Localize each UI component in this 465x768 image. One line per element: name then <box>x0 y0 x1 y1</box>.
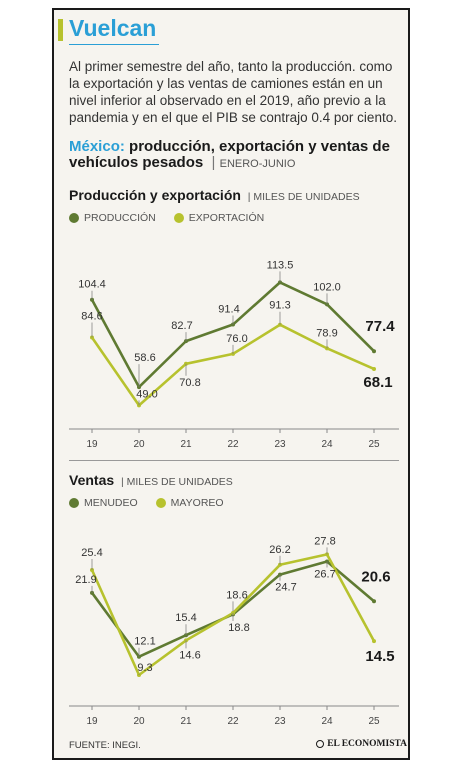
title-underline <box>69 44 159 45</box>
legend-label: PRODUCCIÓN <box>84 212 156 224</box>
data-label: 15.4 <box>175 612 196 624</box>
brand-icon <box>316 740 325 748</box>
data-label: 26.2 <box>269 544 290 556</box>
intro-text: Al primer semestre del año, tanto la pro… <box>69 59 397 125</box>
section-title-production: Producción y exportación | MILES DE UNID… <box>69 187 360 203</box>
data-label: 20.6 <box>361 568 390 585</box>
legend-item-export: EXPORTACIÓN <box>173 212 265 224</box>
page-title: Vuelcan <box>69 15 157 41</box>
data-label: 21.9 <box>75 574 96 586</box>
data-point <box>325 302 329 307</box>
legend-sales: MENUDEO MAYOREO <box>69 497 242 509</box>
data-label: 78.9 <box>316 327 337 339</box>
x-tick-label: 20 <box>133 716 145 727</box>
x-tick-label: 20 <box>133 439 145 450</box>
data-label: 102.0 <box>313 281 341 293</box>
data-label: 14.6 <box>179 649 200 661</box>
section-unit: MILES DE UNIDADES <box>253 191 360 203</box>
data-point <box>372 639 376 644</box>
legend-label: MENUDEO <box>84 497 138 509</box>
data-label: 70.8 <box>179 377 200 389</box>
data-point <box>90 590 94 595</box>
subtitle-separator: | <box>207 154 220 171</box>
section-title-text: Ventas <box>69 472 115 488</box>
data-label: 12.1 <box>134 636 155 648</box>
data-label: 77.4 <box>365 318 395 335</box>
data-point <box>231 611 235 616</box>
data-point <box>278 572 282 577</box>
legend-item-wholesale: MAYOREO <box>155 497 224 509</box>
data-point <box>372 349 376 354</box>
data-point <box>278 280 282 285</box>
section-unit-separator: | <box>118 476 127 488</box>
data-point <box>137 403 141 408</box>
data-label: 82.7 <box>171 320 192 332</box>
data-label: 76.0 <box>226 333 247 345</box>
section-title-sales: Ventas | MILES DE UNIDADES <box>69 472 233 488</box>
x-tick-label: 25 <box>368 716 380 727</box>
data-label: 25.4 <box>81 547 102 559</box>
data-label: 49.0 <box>136 388 157 400</box>
data-label: 91.4 <box>218 304 239 316</box>
data-label: 58.6 <box>134 352 155 364</box>
legend-dot-dark <box>69 498 79 508</box>
data-label: 14.5 <box>365 648 394 665</box>
infographic-frame <box>52 8 410 760</box>
data-point <box>325 559 329 564</box>
data-label: 104.4 <box>78 279 106 291</box>
data-label: 24.7 <box>275 582 296 594</box>
legend-production: PRODUCCIÓN EXPORTACIÓN <box>69 212 282 224</box>
section-divider <box>69 460 399 461</box>
data-point <box>184 633 188 638</box>
legend-label: EXPORTACIÓN <box>188 212 265 224</box>
data-point <box>325 552 329 557</box>
data-label: 9.3 <box>137 662 152 674</box>
x-tick-label: 22 <box>227 716 239 727</box>
data-label: 26.7 <box>314 569 335 581</box>
brand-logo: EL ECONOMISTA <box>316 739 407 749</box>
data-point <box>372 366 376 371</box>
x-tick-label: 21 <box>180 439 192 450</box>
data-label: 68.1 <box>363 374 392 391</box>
legend-dot-dark <box>69 213 79 223</box>
data-label: 27.8 <box>314 535 335 547</box>
data-label: 84.6 <box>81 310 102 322</box>
data-point <box>372 599 376 604</box>
legend-dot-light <box>155 498 166 508</box>
section-title-text: Producción y exportación <box>69 187 241 203</box>
section-unit: MILES DE UNIDADES <box>126 476 233 488</box>
sales-chart: 19 20 21 22 23 24 25 21.9 12.1 15.4 18.6 24.7 26.7 20… <box>69 535 399 727</box>
x-tick-label: 19 <box>86 439 98 450</box>
section-unit-separator: | <box>244 191 254 203</box>
legend-item-retail: MENUDEO <box>69 497 138 509</box>
x-tick-label: 24 <box>321 439 333 450</box>
brand-name: EL ECONOMISTA <box>327 739 407 749</box>
data-label: 18.8 <box>228 622 249 634</box>
x-tick-label: 23 <box>274 716 286 727</box>
subtitle-country: México: <box>69 138 125 155</box>
data-label: 113.5 <box>267 259 294 271</box>
data-point <box>325 346 329 351</box>
legend-label: MAYOREO <box>170 497 224 509</box>
x-tick-label: 19 <box>86 716 98 727</box>
data-point <box>278 322 282 327</box>
x-tick-label: 22 <box>227 439 239 450</box>
data-label: 91.3 <box>269 300 290 312</box>
legend-dot-light <box>173 213 184 223</box>
source-note: FUENTE: INEGI. <box>69 740 141 751</box>
x-tick-label: 23 <box>274 439 286 450</box>
title-accent-bar <box>58 19 63 41</box>
production-chart: 19 20 21 22 23 24 25 104.4 58.6 82.7 91.4 113.5 102.… <box>69 259 399 450</box>
x-tick-label: 21 <box>180 716 192 727</box>
data-label: 18.6 <box>226 589 247 601</box>
legend-item-production: PRODUCCIÓN <box>69 212 156 224</box>
subtitle-range: ENERO-JUNIO <box>219 158 296 170</box>
chart-subtitle: México: producción, exportación y ventas… <box>69 139 399 172</box>
subtitle-text: producción, exportación y ventas de vehí… <box>69 138 390 171</box>
x-tick-label: 25 <box>368 439 380 450</box>
data-point <box>90 297 94 302</box>
data-point <box>184 361 188 366</box>
x-tick-label: 24 <box>321 716 333 727</box>
